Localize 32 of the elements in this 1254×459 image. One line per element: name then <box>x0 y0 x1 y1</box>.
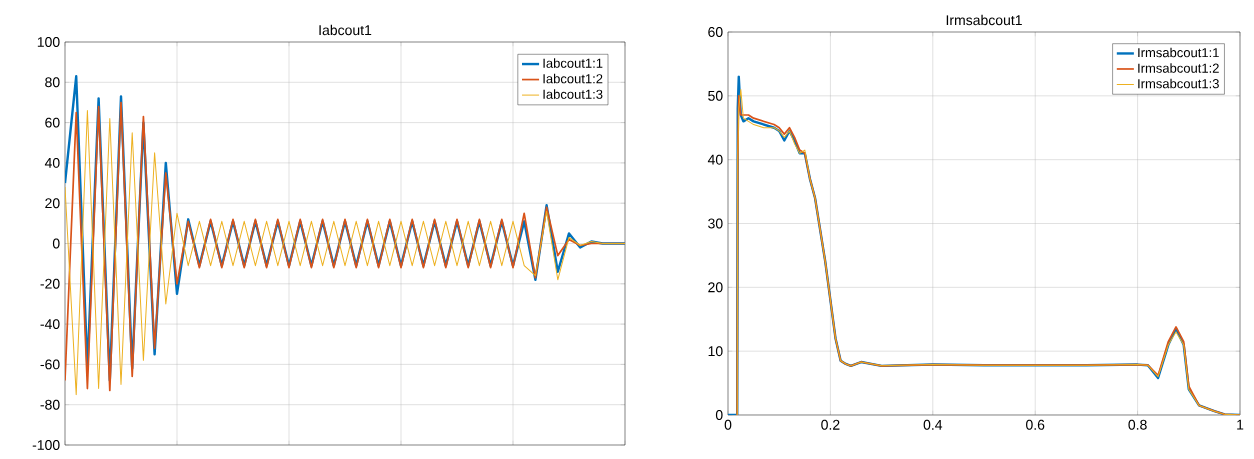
chart-title: Iabcout1 <box>319 24 372 36</box>
legend-label: Iabcout1:1 <box>543 58 603 68</box>
legend-label: Irmsabcout1:1 <box>1138 47 1219 58</box>
y-tick-label: -20 <box>40 278 60 289</box>
y-tick-label: 20 <box>708 282 723 293</box>
legend-label: Iabcout1:2 <box>543 73 603 84</box>
y-tick-label: 60 <box>45 117 60 128</box>
x-tick-label: 0.4 <box>923 419 943 430</box>
x-tick-label: 0.2 <box>821 419 840 430</box>
legend-label: Iabcout1:3 <box>543 89 603 99</box>
y-tick-label: 50 <box>708 90 723 101</box>
y-tick-label: 10 <box>708 346 723 357</box>
y-tick-label: -40 <box>40 319 60 330</box>
y-tick-label: 20 <box>45 198 60 209</box>
y-tick-label: 100 <box>37 37 60 47</box>
x-tick-label: 1 <box>1237 419 1244 430</box>
legend-label: Irmsabcout1:2 <box>1138 63 1219 73</box>
legend-label: Irmsabcout1:3 <box>1138 78 1219 89</box>
y-tick-label: 0 <box>52 238 60 249</box>
y-tick-label: 0 <box>715 410 723 420</box>
y-tick-label: 30 <box>708 218 723 229</box>
y-tick-label: 40 <box>707 154 723 165</box>
y-tick-label: -60 <box>40 359 60 370</box>
chart-title: Irmsabcout1 <box>946 14 1022 26</box>
x-tick-label: 0.8 <box>1128 419 1147 430</box>
x-tick-label: 0.6 <box>1026 419 1045 430</box>
y-tick-label: 60 <box>708 27 723 37</box>
y-tick-label: -100 <box>32 440 60 450</box>
x-tick-label: 0 <box>724 419 732 430</box>
y-tick-label: 80 <box>45 77 60 88</box>
y-tick-label: -80 <box>40 399 60 410</box>
y-tick-label: 40 <box>44 157 60 168</box>
